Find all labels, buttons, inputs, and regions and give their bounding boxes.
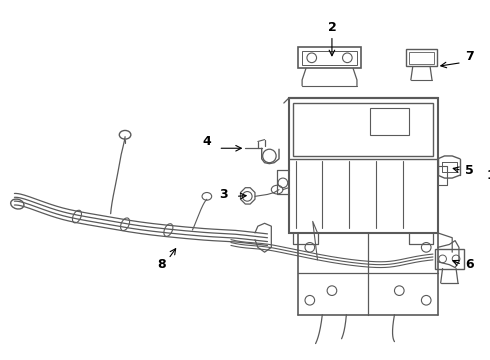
Bar bbox=[370, 108, 409, 135]
Bar bbox=[298, 47, 361, 68]
Text: 2: 2 bbox=[327, 22, 336, 35]
Text: 1: 1 bbox=[486, 169, 490, 182]
Text: 4: 4 bbox=[202, 135, 211, 148]
Bar bbox=[302, 51, 357, 64]
Bar bbox=[289, 98, 438, 233]
Bar bbox=[406, 49, 437, 67]
Bar bbox=[294, 103, 433, 156]
Bar bbox=[435, 249, 464, 269]
Bar bbox=[409, 52, 434, 64]
Text: 6: 6 bbox=[465, 258, 474, 271]
Text: 7: 7 bbox=[465, 50, 474, 63]
Text: 8: 8 bbox=[157, 258, 166, 271]
Text: 3: 3 bbox=[219, 188, 227, 201]
Text: 5: 5 bbox=[465, 164, 474, 177]
